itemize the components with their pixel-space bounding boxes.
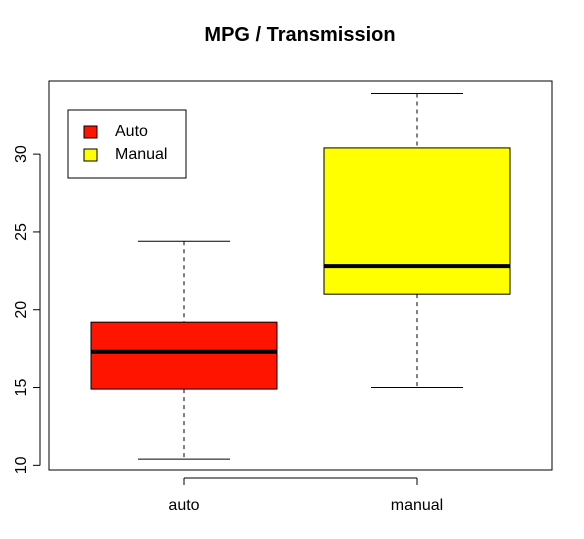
x-tick-label-auto: auto: [168, 497, 199, 514]
legend-swatch-auto: [83, 125, 98, 139]
iqr-box-auto: [90, 321, 278, 390]
box-manual: [323, 92, 511, 389]
legend-swatch-manual: [83, 148, 98, 162]
y-tick-label-10: 10: [13, 456, 30, 474]
y-axis: 10 15 20 25 30: [13, 145, 41, 474]
legend-box: [67, 109, 187, 179]
box-auto: [90, 240, 278, 460]
y-tick-label-15: 15: [13, 379, 30, 397]
legend: Auto Manual: [67, 109, 187, 179]
chart-title: MPG / Transmission: [204, 24, 395, 46]
boxes-layer: [90, 92, 511, 460]
x-tick-label-manual: manual: [391, 497, 443, 514]
y-tick-label-20: 20: [13, 301, 30, 319]
x-axis: auto manual: [168, 477, 443, 514]
plot-frame: [48, 80, 553, 471]
legend-label-auto: Auto: [115, 123, 148, 140]
iqr-box-manual: [323, 147, 511, 295]
y-tick-label-25: 25: [13, 223, 30, 241]
y-tick-label-30: 30: [13, 145, 30, 163]
legend-label-manual: Manual: [115, 146, 167, 163]
